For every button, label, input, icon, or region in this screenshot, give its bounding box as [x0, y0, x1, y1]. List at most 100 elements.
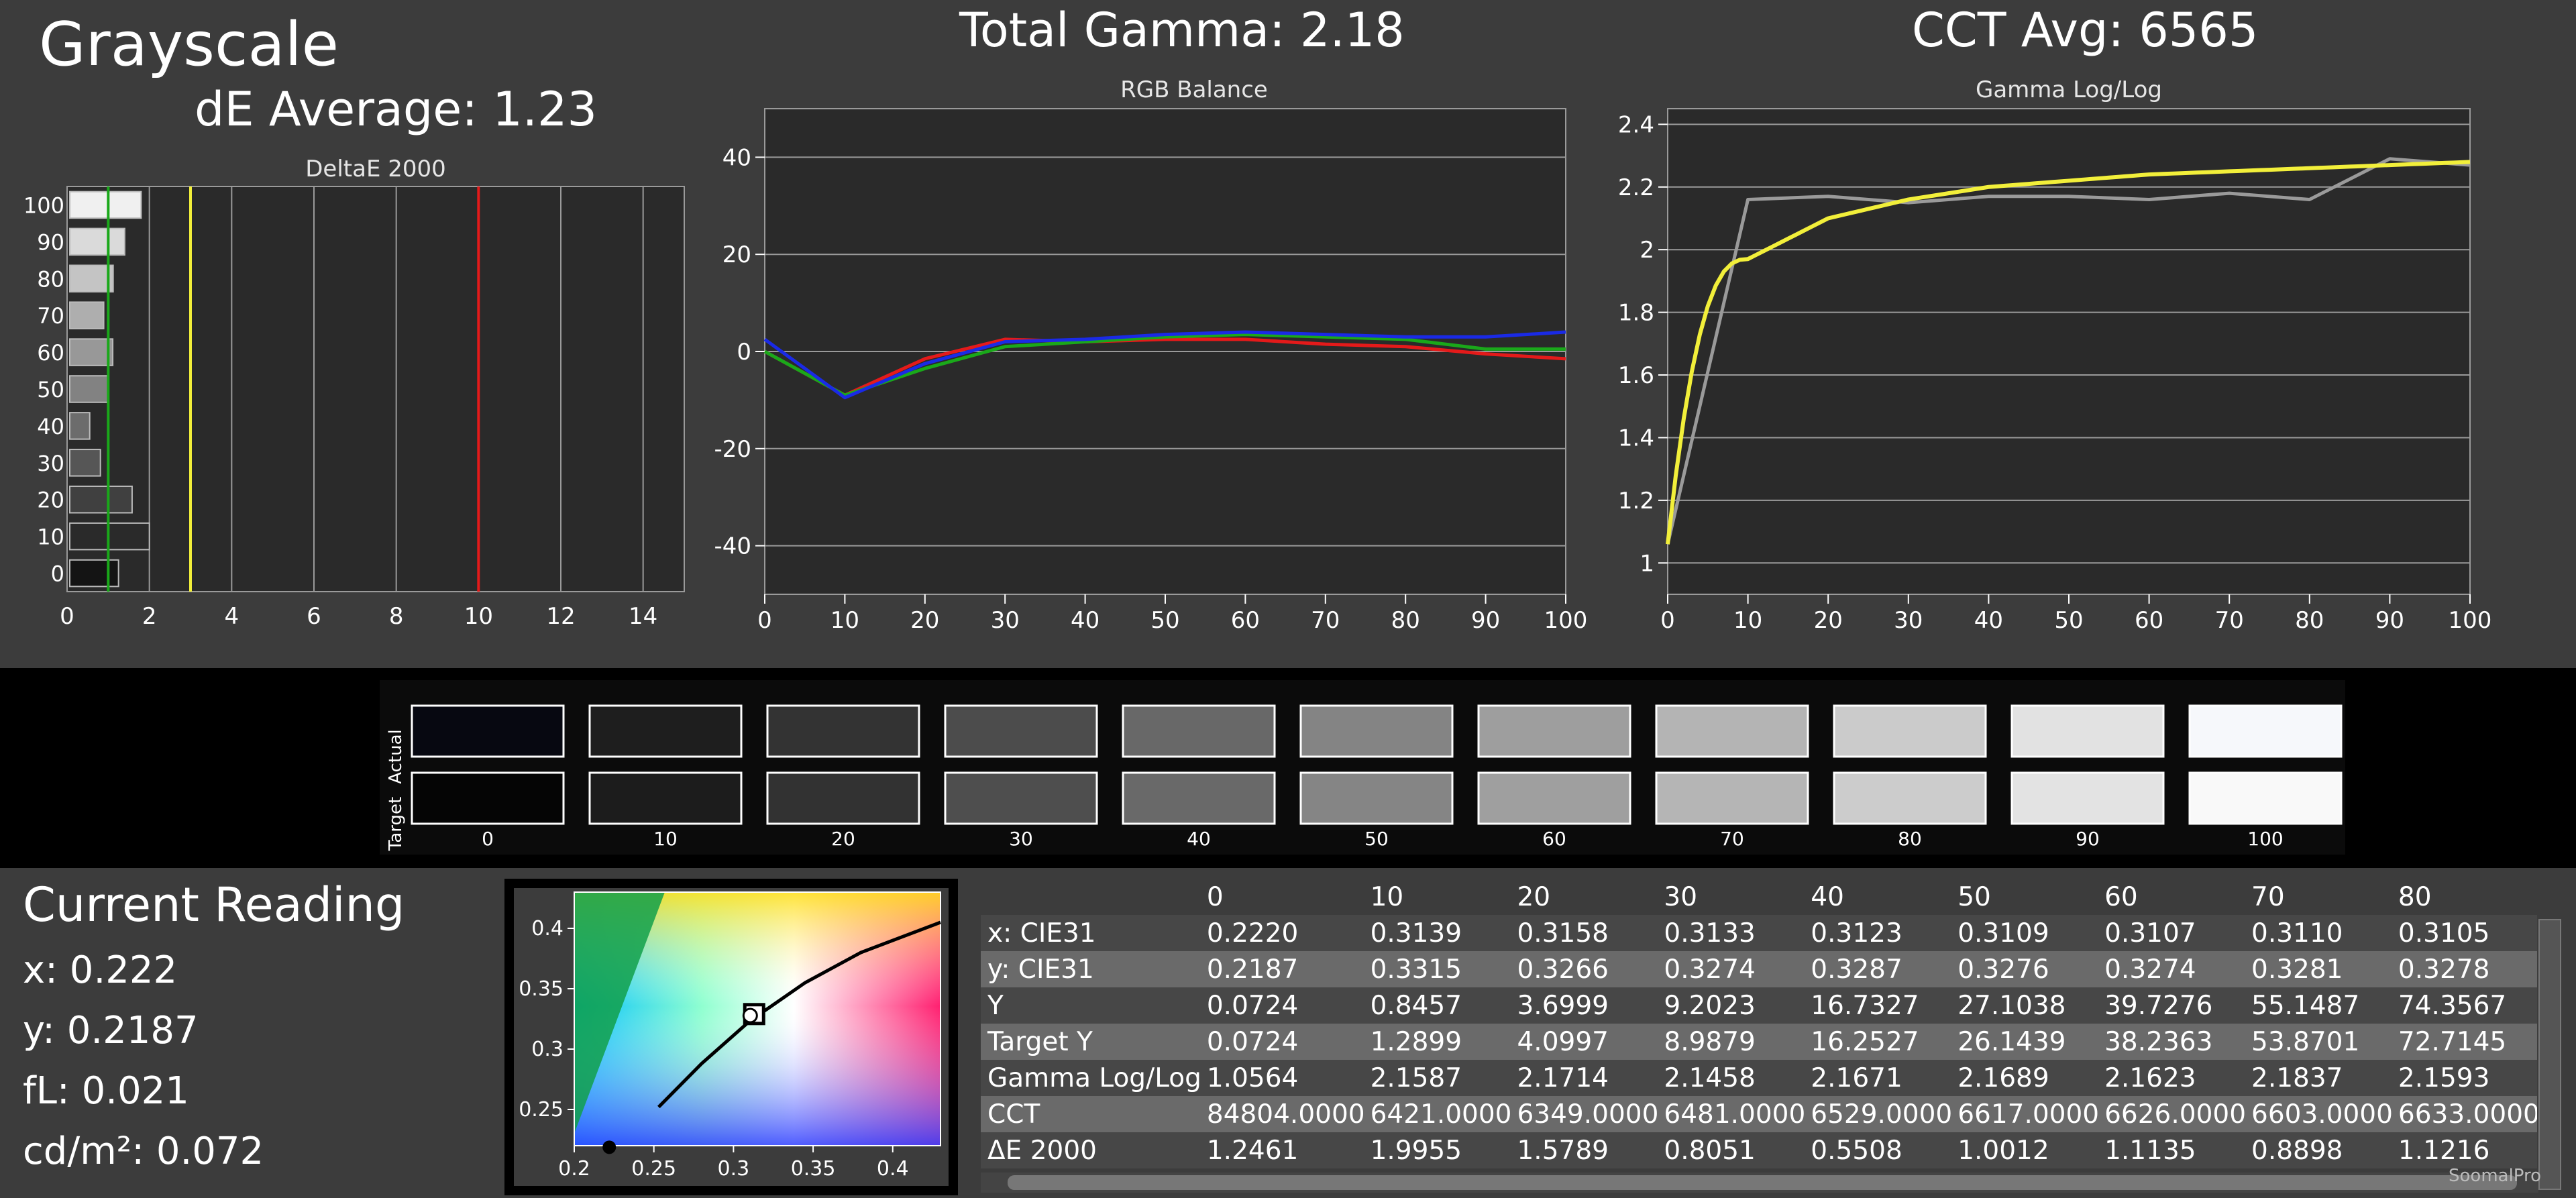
rgb-xtick: 10	[830, 607, 859, 634]
table-cell: 0.8898	[2251, 1135, 2343, 1166]
table-header-cell: 30	[1664, 881, 1698, 912]
scrollbar-thumb[interactable]	[1008, 1175, 2517, 1190]
table-cell: 0.3105	[2398, 918, 2490, 948]
table-cell: 0.3315	[1370, 954, 1462, 985]
gamma-xtick: 20	[1814, 607, 1843, 634]
table-cell: 16.7327	[1811, 990, 1919, 1021]
table-row-label: Y	[987, 990, 1004, 1021]
table-cell: 6421.0000	[1370, 1099, 1512, 1130]
reading-cdm2: cd/m²: 0.072	[23, 1130, 264, 1173]
table-cell: 2.1593	[2398, 1063, 2490, 1093]
page-title: Grayscale	[39, 9, 339, 80]
rgb-xtick: 0	[757, 607, 772, 634]
rgb-ytick: -20	[714, 436, 751, 463]
swatch-row-label-actual: Actual	[386, 729, 406, 783]
rgb-xtick: 20	[910, 607, 939, 634]
table-cell: 1.5789	[1517, 1135, 1609, 1166]
reading-fl: fL: 0.021	[23, 1069, 189, 1113]
measurement-table: 0102030405060708090x: CIE310.22200.31390…	[981, 879, 2537, 1194]
cct-average: CCT Avg: 6565	[1912, 3, 2259, 58]
table-cell: 0.3133	[1664, 918, 1756, 948]
cie-xtick: 0.25	[631, 1157, 676, 1181]
table-cell: 6603.0000	[2251, 1099, 2393, 1130]
deltae-bar	[69, 449, 101, 477]
current-reading-title: Current Reading	[23, 877, 405, 932]
table-row: Target Y 0.0724 1.2899 4.0997 8.9879 16.2527 2…	[981, 1024, 2537, 1060]
rgb-ytick: 20	[722, 241, 751, 268]
deltae-category-label: 10	[37, 525, 64, 550]
table-header-cell: 20	[1517, 881, 1551, 912]
swatch-actual	[1477, 704, 1631, 758]
deltae-xtick: 6	[307, 603, 321, 630]
rgb-chart-title: RGB Balance	[1120, 76, 1268, 103]
cie-measured-point	[742, 1008, 758, 1024]
table-cell: 8.9879	[1664, 1026, 1756, 1057]
horizontal-scrollbar[interactable]	[981, 1173, 2538, 1193]
swatch-level-label: 0	[482, 828, 494, 850]
deltae-xtick: 12	[546, 603, 575, 630]
cie-plot-border	[574, 891, 941, 1146]
table-cell: 2.1623	[2104, 1063, 2196, 1093]
deltae-chart-title: DeltaE 2000	[305, 156, 446, 182]
rgb-xtick: 40	[1071, 607, 1099, 634]
table-cell: 2.1458	[1664, 1063, 1756, 1093]
gamma-xtick: 80	[2295, 607, 2324, 634]
table-cell: 53.8701	[2251, 1026, 2360, 1057]
rgb-ytick: -40	[714, 533, 751, 560]
grayscale-swatches: Actual Target 0 10 20 30 40 50 60 70 80 90 100	[380, 680, 2345, 855]
swatch-actual	[1833, 704, 1987, 758]
table-cell: 0.0724	[1206, 990, 1299, 1021]
swatch-level-label: 100	[2247, 828, 2283, 850]
table-cell: 55.1487	[2251, 990, 2360, 1021]
table-header-cell: 0	[1206, 881, 1224, 912]
rgb-ytick: 40	[722, 144, 751, 171]
swatch-target	[411, 771, 565, 825]
gamma-xtick: 70	[2215, 607, 2244, 634]
cie-current-point	[602, 1140, 616, 1154]
table-row: y: CIE31 0.2187 0.3315 0.3266 0.3274 0.3287 0.…	[981, 951, 2537, 987]
gamma-xtick: 40	[1974, 607, 2003, 634]
gamma-xtick: 100	[2449, 607, 2492, 634]
table-cell: 0.3278	[2398, 954, 2490, 985]
cie-xtick: 0.2	[558, 1157, 590, 1181]
table-cell: 2.1714	[1517, 1063, 1609, 1093]
gamma-xtick: 50	[2054, 607, 2083, 634]
table-cell: 4.0997	[1517, 1026, 1609, 1057]
swatch-level-label: 50	[1364, 828, 1389, 850]
table-cell: 0.3274	[1664, 954, 1756, 985]
reading-y: y: 0.2187	[23, 1009, 199, 1052]
gamma-ytick: 1.4	[1618, 425, 1654, 451]
gamma-ytick: 2	[1640, 237, 1654, 264]
deltae-xtick: 14	[629, 603, 657, 630]
gamma-target-curve	[1666, 160, 2471, 545]
deltae-xtick: 10	[464, 603, 493, 630]
table-cell: 0.2187	[1206, 954, 1299, 985]
vertical-scrollbar[interactable]	[2538, 919, 2561, 1190]
swatch-target	[1122, 771, 1276, 825]
deltae-category-label: 40	[37, 414, 64, 439]
gamma-ytick: 1.6	[1618, 362, 1654, 389]
cie-ytick: 0.3	[531, 1038, 564, 1061]
gamma-plot-area	[1667, 108, 2471, 595]
table-cell: 1.2461	[1206, 1135, 1299, 1166]
table-cell: 84804.0000	[1206, 1099, 1365, 1130]
table-row: ΔE 2000 1.2461 1.9955 1.5789 0.8051 0.5508 1.0…	[981, 1132, 2537, 1168]
swatch-target	[1299, 771, 1454, 825]
rgb-xtick: 60	[1231, 607, 1260, 634]
table-cell: 0.3110	[2251, 918, 2343, 948]
cie-ytick: 0.25	[519, 1098, 564, 1122]
table-header-cell: 60	[2104, 881, 2138, 912]
deltae-bar	[69, 375, 109, 403]
table-cell: 0.3287	[1811, 954, 1902, 985]
gamma-ytick: 1.8	[1618, 300, 1654, 327]
swatch-actual	[2010, 704, 2165, 758]
table-header-cell: 80	[2398, 881, 2432, 912]
measurement-grid: 0102030405060708090x: CIE310.22200.31390…	[981, 879, 2537, 1168]
table-header-cell: 10	[1370, 881, 1404, 912]
swatch-actual	[588, 704, 743, 758]
rgb-xtick: 30	[991, 607, 1020, 634]
deltae-category-label: 90	[37, 229, 64, 255]
table-cell: 6349.0000	[1517, 1099, 1659, 1130]
table-header-cell: 70	[2251, 881, 2285, 912]
table-row-label: x: CIE31	[987, 918, 1096, 948]
